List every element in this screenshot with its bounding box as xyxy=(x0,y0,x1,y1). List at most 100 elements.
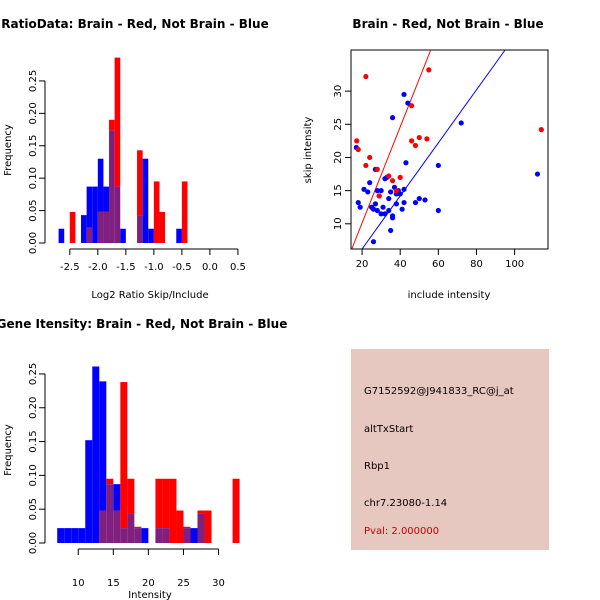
intensity-bar-overlap xyxy=(113,510,121,543)
ratio-x-tick-label: -2.5 xyxy=(60,262,80,273)
ratio-y-tick-label: 0.25 xyxy=(28,70,39,92)
ratio-bar-brain xyxy=(69,211,76,243)
scatter-point-notbrain xyxy=(378,211,384,217)
scatter-point-notbrain xyxy=(380,204,386,210)
scatter-point-brain xyxy=(409,138,415,144)
scatter-point-notbrain xyxy=(374,207,380,214)
scatter-point-notbrain xyxy=(374,188,380,194)
scatter-point-notbrain xyxy=(458,120,464,126)
intensity-bar-overlap xyxy=(155,528,163,543)
scatter-point-brain xyxy=(426,67,432,73)
scatter-point-brain xyxy=(393,188,399,194)
intensity-bar-overlap xyxy=(197,513,205,543)
intensity-bar-notbrain xyxy=(71,528,79,543)
genomic-coordinate: chr7.23080-1.14 xyxy=(364,498,448,509)
scatter-fit-line-brain xyxy=(351,49,432,250)
scatter-point-brain xyxy=(376,193,382,199)
ratio-y-tick-label: 0.20 xyxy=(28,102,39,124)
scatter-point-notbrain xyxy=(357,204,363,210)
scatter-ylabel: skip intensity xyxy=(303,117,314,184)
ratio-bar-brain xyxy=(153,181,160,243)
scatter-point-notbrain xyxy=(388,227,394,234)
ratio-bar-notbrain xyxy=(92,186,98,243)
scatter-axes: 20 40 60 80 100 10 15 20 25 30 xyxy=(333,85,524,270)
scatter-point-brain xyxy=(409,103,415,109)
ratio-bar-notbrain xyxy=(103,186,110,212)
ratio-ylabel: Frequency xyxy=(3,124,14,176)
ratio-xlabel: Log2 Ratio Skip/Include xyxy=(91,290,208,301)
scatter-point-notbrain xyxy=(389,115,396,121)
info-panel: G7152592@J941833_RC@j_at altTxStart Rbp1… xyxy=(351,349,549,550)
ratio-x-tick-label: -1.0 xyxy=(144,262,164,273)
scatter-point-notbrain xyxy=(372,201,379,207)
scatter-point-notbrain xyxy=(382,211,388,217)
intensity-bar-overlap xyxy=(120,528,128,543)
scatter-point-notbrain xyxy=(422,197,428,203)
ratio-bar-overlap xyxy=(97,211,104,243)
intensity-x-tick-label: 25 xyxy=(177,578,190,589)
scatter-point-notbrain xyxy=(388,189,394,195)
ratio-bar-notbrain xyxy=(86,186,93,228)
scatter-point-notbrain xyxy=(397,191,403,197)
intensity-bar-brain xyxy=(169,478,177,543)
intensity-y-tick-label: 0.15 xyxy=(28,430,39,452)
ratio-bar-notbrain xyxy=(148,228,154,243)
intensity-bar-brain xyxy=(120,382,128,529)
scatter-point-brain xyxy=(354,138,360,144)
intensity-bar-brain xyxy=(155,478,163,529)
ratio-bar-overlap xyxy=(109,130,115,243)
ratio-y-tick-label: 0.10 xyxy=(28,167,39,189)
intensity-y-tick-label: 0.25 xyxy=(28,363,39,385)
ratio-axes: -2.5 -2.0 -1.5 -1.0 -0.5 0.0 0.5 0.00 0.05 0.10 0.… xyxy=(28,70,246,273)
intensity-y-tick-label: 0.05 xyxy=(28,498,39,520)
ratio-bar-notbrain xyxy=(97,158,104,212)
ratio-bar-overlap xyxy=(86,227,93,243)
scatter-point-notbrain xyxy=(401,91,407,98)
scatter-plot-box xyxy=(350,49,549,250)
intensity-bar-notbrain xyxy=(57,528,65,543)
intensity-bar-brain xyxy=(183,526,191,529)
ratio-x-tick-label: 0.0 xyxy=(202,262,218,273)
scatter-point-notbrain xyxy=(401,199,407,206)
intensity-x-tick-label: 20 xyxy=(142,578,155,589)
intensity-bar-brain xyxy=(204,510,212,543)
p-value: Pval: 2.000000 xyxy=(364,526,440,537)
scatter-point-brain xyxy=(416,134,422,141)
intensity-bar-brain xyxy=(176,510,184,543)
intensity-bar-notbrain xyxy=(64,528,72,543)
probe-id: G7152592@J941833_RC@j_at xyxy=(364,386,514,397)
scatter-point-brain xyxy=(412,142,419,149)
intensity-bar-brain xyxy=(197,510,205,514)
intensity-bar-notbrain xyxy=(78,528,86,543)
ratio-x-tick-label: -2.0 xyxy=(88,262,108,273)
ratio-y-tick-label: 0.00 xyxy=(28,232,39,254)
intensity-title: Gene Itensity: Brain - Red, Not Brain - … xyxy=(0,317,287,331)
scatter-point-brain xyxy=(424,136,430,142)
ratio-bar-notbrain xyxy=(120,228,126,243)
ratio-bar-brain xyxy=(159,211,166,243)
scatter-point-notbrain xyxy=(401,186,407,192)
intensity-xlabel: Intensity xyxy=(128,590,172,600)
scatter-content xyxy=(351,49,544,250)
scatter-point-brain xyxy=(363,73,369,80)
ratio-bar-brain xyxy=(137,150,143,216)
ratio-histogram-panel: RatioData: Brain - Red, Not Brain - Blue… xyxy=(1,17,268,301)
intensity-bar-notbrain xyxy=(85,440,93,543)
intensity-ylabel: Frequency xyxy=(3,424,14,476)
ratio-bars xyxy=(58,57,188,243)
ratio-bar-overlap xyxy=(114,186,121,243)
scatter-x-tick-label: 60 xyxy=(432,259,445,270)
intensity-bar-notbrain xyxy=(190,528,198,543)
scatter-point-notbrain xyxy=(399,206,405,212)
scatter-panel: Brain - Red, Not Brain - Blue 20 40 60 80 10… xyxy=(303,17,549,301)
ratio-bar-brain xyxy=(114,57,121,187)
scatter-point-brain xyxy=(538,127,544,133)
intensity-bar-notbrain xyxy=(99,381,107,511)
ratio-bar-overlap xyxy=(103,211,110,243)
scatter-title: Brain - Red, Not Brain - Blue xyxy=(352,17,543,31)
scatter-point-notbrain xyxy=(365,189,371,195)
scatter-point-notbrain xyxy=(386,195,392,202)
scatter-point-notbrain xyxy=(370,239,377,245)
scatter-point-notbrain xyxy=(403,160,409,166)
